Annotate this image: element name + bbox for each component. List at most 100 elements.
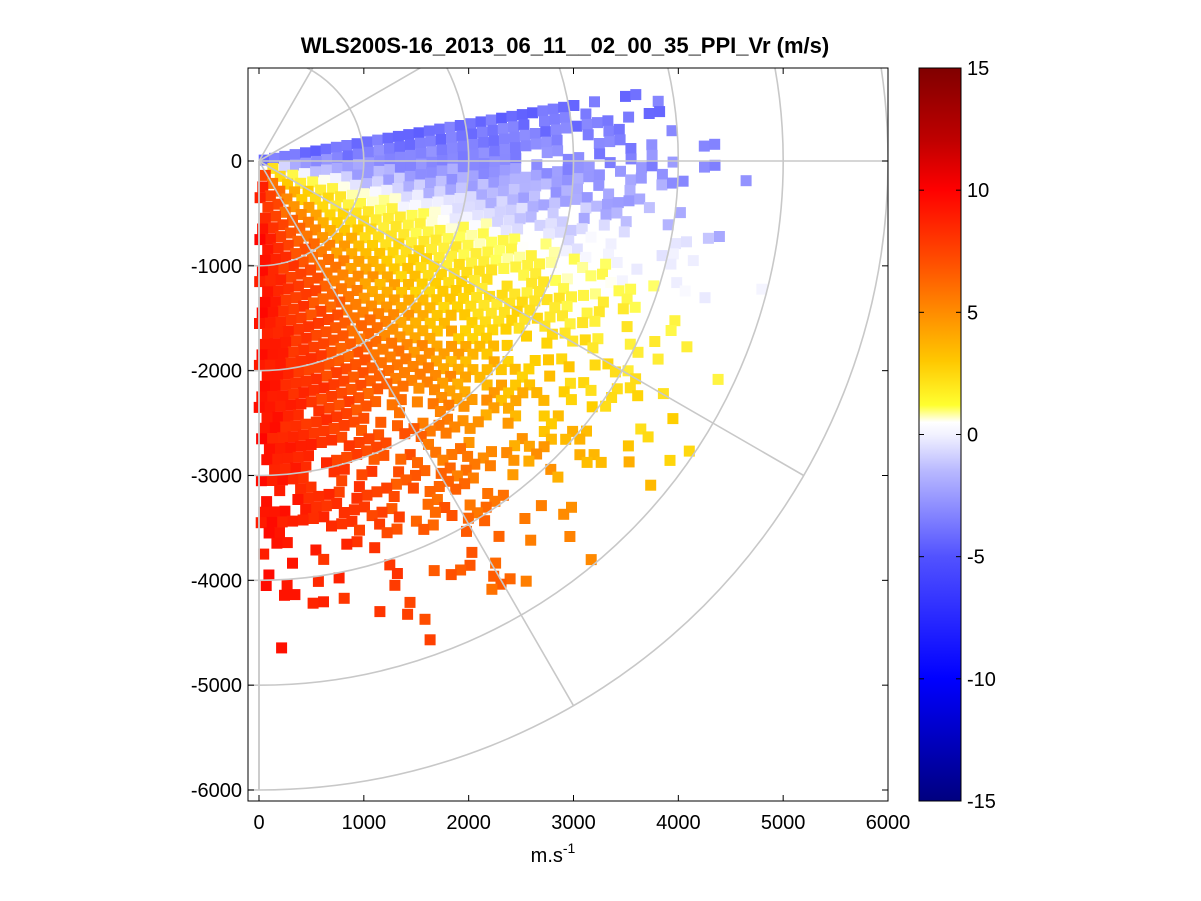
velocity-cell (501, 447, 513, 459)
velocity-cell (359, 501, 370, 513)
velocity-cell (257, 181, 269, 193)
velocity-cell (482, 488, 494, 499)
velocity-cell (540, 238, 552, 250)
velocity-cell (478, 158, 490, 170)
velocity-cell (353, 240, 365, 252)
velocity-cell (457, 140, 469, 152)
velocity-cell (509, 173, 521, 185)
x-tick-label: 1000 (342, 812, 387, 834)
velocity-cell (602, 115, 614, 127)
velocity-cell (446, 174, 458, 185)
velocity-cell (558, 101, 570, 113)
velocity-cell (282, 410, 294, 422)
velocity-cell (279, 150, 291, 162)
velocity-cell (523, 363, 535, 375)
velocity-cell (550, 124, 562, 136)
velocity-cell (562, 164, 574, 176)
velocity-cell (460, 356, 472, 368)
velocity-cell (545, 463, 557, 475)
velocity-cell (395, 151, 406, 163)
velocity-cell (282, 283, 294, 295)
velocity-cell (439, 502, 451, 513)
velocity-cell (504, 573, 516, 585)
velocity-cell (643, 108, 655, 119)
velocity-cell (534, 219, 546, 231)
velocity-cell (468, 159, 480, 171)
velocity-cell (579, 334, 591, 346)
velocity-cell (446, 250, 458, 262)
velocity-cell (499, 175, 511, 187)
velocity-cell (318, 553, 330, 565)
velocity-cell (392, 130, 404, 142)
velocity-cell (498, 306, 510, 318)
velocity-cell (756, 283, 768, 295)
velocity-cell (549, 197, 561, 209)
velocity-cell (270, 210, 281, 222)
velocity-cell (709, 159, 721, 171)
velocity-cell (381, 527, 393, 539)
velocity-cell (681, 236, 692, 248)
velocity-cell (519, 129, 531, 141)
velocity-cell (740, 175, 752, 187)
velocity-cell (455, 564, 467, 576)
velocity-cell (405, 237, 417, 249)
velocity-cell (526, 277, 538, 289)
velocity-cell (454, 120, 466, 131)
velocity-cell (308, 238, 320, 250)
velocity-cell (538, 394, 550, 406)
velocity-cell (325, 346, 337, 358)
velocity-cell (471, 507, 483, 519)
velocity-cell (353, 481, 365, 493)
velocity-cell (364, 375, 376, 387)
velocity-cell (326, 434, 338, 446)
velocity-cell (425, 135, 437, 147)
velocity-cell (597, 296, 609, 308)
velocity-cell (429, 384, 440, 396)
velocity-cell (466, 394, 478, 405)
velocity-cell (510, 395, 522, 407)
velocity-cell (372, 176, 384, 188)
velocity-cell (257, 223, 269, 235)
velocity-cell (698, 140, 710, 152)
velocity-cell (529, 190, 541, 202)
velocity-cell (371, 322, 383, 334)
velocity-cell (300, 461, 312, 473)
velocity-cell (361, 178, 373, 190)
velocity-cell (559, 112, 571, 124)
velocity-cell (489, 166, 501, 178)
velocity-cell (505, 204, 517, 216)
velocity-cell (337, 269, 349, 281)
velocity-cell (271, 411, 283, 423)
velocity-cell (418, 523, 430, 535)
velocity-cell (645, 479, 657, 491)
velocity-cell (625, 153, 637, 165)
x-axis: 0 1000 2000 3000 4000 5000 6000 (253, 68, 910, 834)
velocity-cell (341, 538, 353, 550)
velocity-cell (624, 184, 636, 196)
velocity-cell (287, 260, 299, 272)
velocity-cell (589, 288, 601, 300)
velocity-cell (343, 440, 355, 452)
velocity-cell (331, 454, 343, 466)
velocity-cell (417, 294, 429, 306)
velocity-cell (445, 356, 457, 368)
velocity-cell (480, 218, 492, 230)
velocity-cell (451, 393, 463, 405)
colorbar-tick-label: 0 (967, 425, 978, 447)
velocity-cell (474, 199, 486, 211)
velocity-cell (699, 292, 711, 304)
velocity-cell (277, 390, 289, 402)
velocity-cell (446, 340, 457, 352)
velocity-cell (330, 173, 342, 185)
velocity-cell (295, 268, 307, 280)
velocity-cell (299, 168, 310, 180)
velocity-cell (635, 423, 647, 435)
velocity-cell (394, 255, 406, 267)
velocity-cell (358, 188, 370, 200)
velocity-cell (415, 431, 427, 442)
velocity-cell (517, 241, 529, 253)
velocity-cell (595, 456, 607, 468)
velocity-cell (561, 122, 572, 134)
velocity-cell (406, 374, 418, 386)
velocity-cell (541, 147, 553, 159)
